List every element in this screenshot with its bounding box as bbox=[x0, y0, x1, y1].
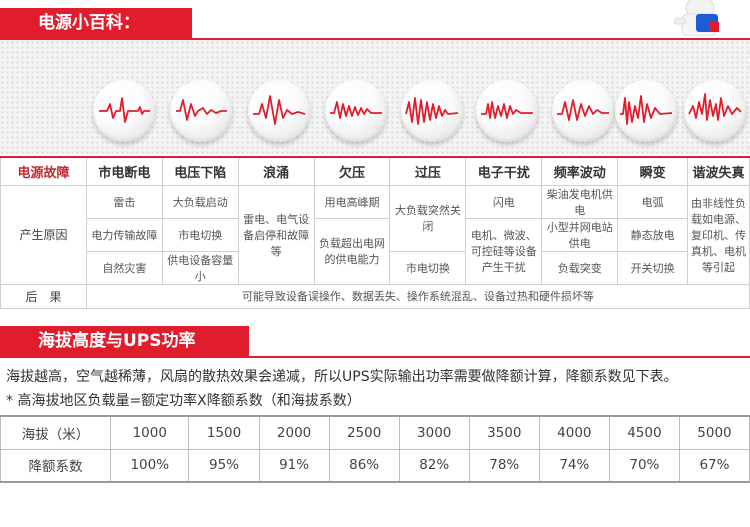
harmonic-wave-icon bbox=[684, 80, 746, 142]
table-cell: 78% bbox=[468, 448, 540, 483]
section-divider bbox=[0, 38, 750, 40]
table-cell: 2000 bbox=[258, 415, 330, 450]
table-cell: 供电设备容量小 bbox=[161, 250, 239, 285]
header-cell: 瞬变 bbox=[617, 156, 689, 186]
altitude-explanation: 海拔越高，空气越稀薄，风扇的散热效果会递减，所以UPS实际输出功率需要做降额计算… bbox=[6, 369, 678, 385]
table-cell: 1500 bbox=[188, 415, 260, 450]
table-cell: 5000 bbox=[678, 415, 750, 450]
table-header-row: 电源故障 市电断电 电压下陷 浪涌 欠压 过压 电子干扰 频率波动 瞬变 谐波失… bbox=[0, 156, 750, 186]
table-cell: 74% bbox=[538, 448, 610, 483]
table-cell: 3000 bbox=[398, 415, 470, 450]
altitude-derating-table: 海拔（米） 1000 1500 2000 2500 3000 3500 4000… bbox=[0, 415, 750, 483]
table-cell: 70% bbox=[608, 448, 680, 483]
header-cell: 市电断电 bbox=[85, 156, 163, 186]
table-cell: 开关切换 bbox=[617, 250, 689, 285]
header-cell: 过压 bbox=[389, 156, 467, 186]
table-cell: 4000 bbox=[538, 415, 610, 450]
table-cell: 100% bbox=[109, 448, 190, 483]
table-cell: 自然灾害 bbox=[85, 250, 163, 285]
derating-row: 降额系数 100% 95% 91% 86% 82% 78% 74% 70% 67… bbox=[0, 448, 750, 483]
power-fault-table: 电源故障 市电断电 电压下陷 浪涌 欠压 过压 电子干扰 频率波动 瞬变 谐波失… bbox=[0, 156, 750, 309]
table-cell: 市电切换 bbox=[389, 250, 467, 285]
table-cell: 电力传输故障 bbox=[85, 217, 163, 252]
transient-wave-icon bbox=[615, 80, 677, 142]
table-cell: 大负载启动 bbox=[161, 184, 239, 219]
table-cell: 负载超出电网的供电能力 bbox=[313, 217, 391, 285]
table-cell: 67% bbox=[678, 448, 750, 483]
table-cell: 1000 bbox=[109, 415, 190, 450]
table-cell: 由非线性负载如电源、复印机、传真机、电机等引起 bbox=[687, 184, 750, 285]
header-cell: 频率波动 bbox=[541, 156, 619, 186]
header-cell: 谐波失真 bbox=[687, 156, 750, 186]
overvoltage-wave-icon bbox=[401, 80, 463, 142]
header-cell: 欠压 bbox=[313, 156, 391, 186]
table-cell: 大负载突然关闭 bbox=[389, 184, 467, 252]
header-cell: 电子干扰 bbox=[465, 156, 543, 186]
table-cell: 电弧 bbox=[617, 184, 689, 219]
surge-wave-icon bbox=[248, 80, 310, 142]
altitude-row: 海拔（米） 1000 1500 2000 2500 3000 3500 4000… bbox=[0, 415, 750, 450]
table-cell: 用电高峰期 bbox=[313, 184, 391, 219]
table-cell: 柴油发电机供电 bbox=[541, 184, 619, 219]
result-cell: 可能导致设备误操作、数据丢失、操作系统混乱、设备过热和硬件损坏等 bbox=[85, 283, 750, 309]
altitude-note: * 高海拔地区负载量=额定功率X降额系数（和海拔系数） bbox=[6, 393, 361, 409]
table-cell: 小型并网电站供电 bbox=[541, 217, 619, 252]
table-cell: 82% bbox=[398, 448, 470, 483]
table-cell: 3500 bbox=[468, 415, 540, 450]
table-cell: 负载突变 bbox=[541, 250, 619, 285]
frequency-wave-icon bbox=[552, 80, 614, 142]
table-cell: 2500 bbox=[328, 415, 400, 450]
header-cell: 电源故障 bbox=[0, 156, 87, 186]
table-cell: 4500 bbox=[608, 415, 680, 450]
blackout-wave-icon bbox=[93, 80, 155, 142]
table-cell: 95% bbox=[188, 448, 260, 483]
section-divider bbox=[0, 356, 750, 358]
section-title: 电源小百科： bbox=[38, 13, 140, 33]
header-cell: 浪涌 bbox=[237, 156, 315, 186]
table-cell: 雷击 bbox=[85, 184, 163, 219]
cause-row-label: 产生原因 bbox=[0, 184, 87, 285]
table-cell: 91% bbox=[258, 448, 330, 483]
row-label: 海拔（米） bbox=[0, 415, 111, 450]
table-cell: 静态放电 bbox=[617, 217, 689, 252]
table-cell: 雷电、电气设备启停和故障等 bbox=[237, 184, 315, 285]
mascot-icon bbox=[673, 0, 719, 36]
result-row-label: 后 果 bbox=[0, 283, 87, 309]
undervoltage-wave-icon bbox=[325, 80, 387, 142]
table-cell: 市电切换 bbox=[161, 217, 239, 252]
table-cell: 86% bbox=[328, 448, 400, 483]
table-cell: 电机、微波、可控硅等设备产生干扰 bbox=[465, 217, 543, 285]
sag-wave-icon bbox=[170, 80, 232, 142]
section-banner-power-encyclopedia: 电源小百科： bbox=[0, 8, 192, 38]
table-cell: 闪电 bbox=[465, 184, 543, 219]
header-cell: 电压下陷 bbox=[161, 156, 239, 186]
noise-wave-icon bbox=[476, 80, 538, 142]
section-title: 海拔高度与UPS功率 bbox=[38, 331, 196, 351]
row-label: 降额系数 bbox=[0, 448, 111, 483]
section-banner-altitude-ups: 海拔高度与UPS功率 bbox=[0, 326, 249, 356]
